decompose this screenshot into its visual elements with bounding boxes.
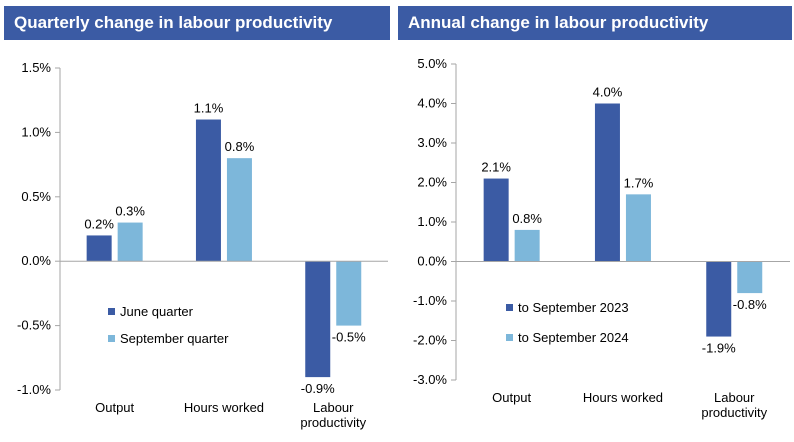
bar-to-september-2024 bbox=[514, 229, 540, 262]
category-label: Labour productivity bbox=[701, 390, 767, 420]
bar-september-quarter bbox=[226, 158, 252, 262]
legend-label: June quarter bbox=[120, 304, 194, 319]
quarterly-chart-panel: Quarterly change in labour productivity … bbox=[4, 6, 390, 442]
bar-september-quarter bbox=[336, 261, 362, 326]
bar-to-september-2024 bbox=[625, 194, 651, 262]
bar-june-quarter bbox=[195, 119, 221, 262]
category-label: Output bbox=[95, 400, 134, 415]
y-tick-label: 1.5% bbox=[21, 60, 51, 75]
bar-to-september-2023 bbox=[706, 261, 732, 337]
annual-chart-title: Annual change in labour productivity bbox=[398, 6, 792, 40]
legend-label: to September 2024 bbox=[518, 330, 629, 345]
bar-september-quarter bbox=[117, 222, 143, 262]
data-label: 2.1% bbox=[481, 160, 511, 175]
bar-to-september-2023 bbox=[483, 178, 509, 262]
bar-june-quarter bbox=[86, 235, 112, 262]
annual-chart: 5.0% 4.0% 3.0% 2.0% 1.0% 0.0% -1.0% -2.0% -3.0% 2… bbox=[413, 56, 790, 420]
legend-label: to September 2023 bbox=[518, 300, 629, 315]
data-label: 0.8% bbox=[225, 139, 255, 154]
data-label: 1.7% bbox=[624, 175, 654, 190]
legend-label: September quarter bbox=[120, 331, 229, 346]
data-label: -0.8% bbox=[733, 297, 767, 312]
data-label: -1.9% bbox=[702, 341, 736, 356]
category-label: Hours worked bbox=[583, 390, 663, 405]
category-label: Labour productivity bbox=[300, 400, 366, 430]
y-tick-label: -1.0% bbox=[17, 382, 51, 397]
data-label: 0.3% bbox=[115, 204, 145, 219]
annual-chart-panel: Annual change in labour productivity 5.0… bbox=[398, 6, 792, 442]
y-tick-label: -2.0% bbox=[413, 333, 447, 348]
y-tick-label: 1.0% bbox=[417, 214, 447, 229]
y-tick-label: 2.0% bbox=[417, 175, 447, 190]
data-label: 0.2% bbox=[84, 216, 114, 231]
legend-swatch bbox=[506, 304, 513, 311]
category-label: Output bbox=[492, 390, 531, 405]
y-tick-label: -3.0% bbox=[413, 372, 447, 387]
quarterly-chart: 1.5% 1.0% 0.5% 0.0% -0.5% -1.0% 0.2%0.3% 1.1% 0.… bbox=[17, 60, 388, 430]
y-tick-label: 3.0% bbox=[417, 135, 447, 150]
y-tick-label: 4.0% bbox=[417, 96, 447, 111]
legend-swatch bbox=[108, 335, 115, 342]
legend-swatch bbox=[108, 308, 115, 315]
data-label: -0.5% bbox=[332, 330, 366, 345]
bar-to-september-2023 bbox=[594, 103, 620, 262]
legend-swatch bbox=[506, 334, 513, 341]
quarterly-chart-title: Quarterly change in labour productivity bbox=[4, 6, 390, 40]
bar-june-quarter bbox=[305, 261, 331, 378]
data-label: 4.0% bbox=[593, 85, 623, 100]
y-tick-label: -1.0% bbox=[413, 293, 447, 308]
y-tick-label: 0.5% bbox=[21, 189, 51, 204]
data-label: 0.8% bbox=[512, 211, 542, 226]
y-tick-label: -0.5% bbox=[17, 318, 51, 333]
y-tick-label: 0.0% bbox=[21, 253, 51, 268]
data-label: -0.9% bbox=[301, 381, 335, 396]
y-tick-label: 0.0% bbox=[417, 254, 447, 269]
category-label: Hours worked bbox=[184, 400, 264, 415]
y-tick-label: 1.0% bbox=[21, 124, 51, 139]
data-label: 1.1% bbox=[194, 101, 224, 116]
bar-to-september-2024 bbox=[737, 261, 763, 294]
y-tick-label: 5.0% bbox=[417, 56, 447, 71]
